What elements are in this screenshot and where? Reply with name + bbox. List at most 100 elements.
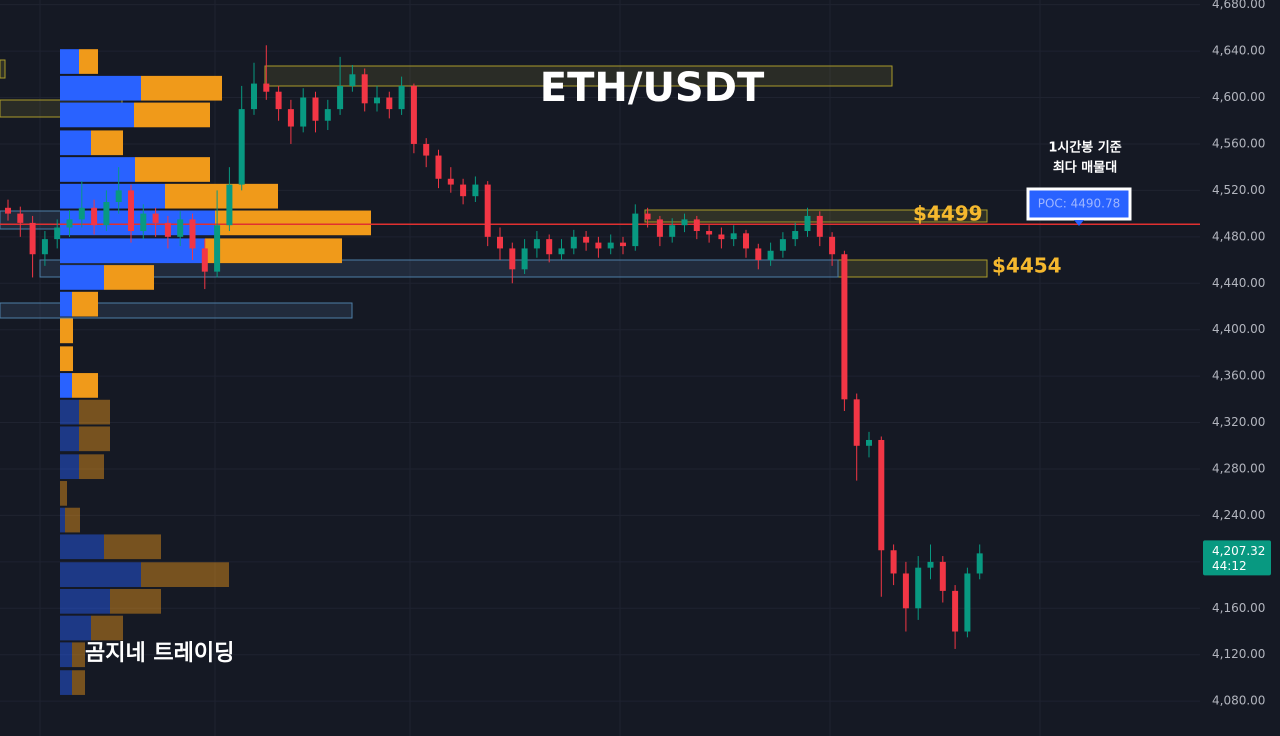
- y-tick-label: 4,320.00: [1212, 415, 1265, 429]
- vp-buy: [60, 183, 165, 209]
- candle-body: [41, 239, 48, 255]
- candle-body: [201, 248, 208, 272]
- candle-body: [595, 242, 602, 249]
- candle-body: [337, 85, 344, 110]
- vp-buy: [60, 102, 134, 128]
- watermark: 곰지네 트레이딩: [85, 641, 234, 666]
- candle-body: [779, 239, 786, 251]
- vp-sell: [104, 534, 161, 560]
- last-price-box: [1203, 540, 1271, 576]
- candle-body: [804, 215, 811, 232]
- candle-body: [91, 207, 98, 226]
- vp-buy: [60, 238, 205, 264]
- candle-body: [583, 236, 590, 243]
- vp-buy: [60, 562, 141, 587]
- candle-body: [423, 143, 430, 156]
- level-label: $4499: [913, 201, 983, 225]
- candle-body: [546, 239, 553, 255]
- vp-sell: [134, 102, 210, 128]
- vp-sell: [110, 588, 161, 614]
- candle-body: [263, 83, 270, 92]
- y-tick-label: 4,080.00: [1212, 694, 1265, 708]
- candle-body: [103, 201, 110, 226]
- vp-buy: [60, 534, 104, 560]
- volume-profile: [60, 49, 371, 695]
- y-tick-label: 4,280.00: [1212, 461, 1265, 475]
- y-tick-label: 4,160.00: [1212, 601, 1265, 615]
- candle-body: [964, 573, 971, 632]
- vp-sell: [141, 75, 222, 101]
- vp-sell: [79, 426, 110, 452]
- candle-body: [927, 561, 934, 568]
- candle-body: [644, 213, 651, 220]
- poc-label: POC: 4490.78: [1038, 197, 1121, 211]
- candles: [0, 45, 1200, 649]
- candle-body: [915, 567, 922, 609]
- candle-body: [509, 248, 516, 270]
- candle-body: [460, 184, 467, 197]
- vp-sell: [205, 238, 342, 264]
- zone: [264, 65, 893, 87]
- vp-sell: [141, 562, 229, 587]
- candle-body: [952, 590, 959, 632]
- candle-body: [128, 190, 134, 232]
- candle-body: [435, 155, 442, 179]
- candle-body: [497, 236, 503, 249]
- grid: [0, 0, 1200, 736]
- y-tick-label: 4,520.00: [1212, 183, 1265, 197]
- poc-pointer: [1074, 220, 1084, 226]
- candle-body: [5, 207, 11, 214]
- candle-body: [300, 97, 307, 127]
- y-tick-label: 4,360.00: [1212, 369, 1265, 383]
- vp-buy: [60, 210, 215, 236]
- poc-label-box: [1026, 187, 1132, 221]
- y-tick-label: 4,400.00: [1212, 322, 1265, 336]
- vp-buy: [60, 265, 104, 290]
- poc-note: 1시간봉 기준: [1048, 140, 1121, 156]
- vp-buy: [60, 454, 79, 480]
- candle-body: [29, 222, 36, 255]
- vp-buy: [60, 670, 72, 695]
- candle-body: [829, 236, 836, 255]
- candle-body: [521, 248, 528, 270]
- candle-body: [792, 231, 799, 240]
- candle-body: [767, 250, 774, 261]
- y-tick-label: 4,640.00: [1212, 44, 1265, 58]
- candle-body: [152, 213, 159, 223]
- y-tick-label: 4,120.00: [1212, 647, 1265, 661]
- candle-body: [54, 227, 61, 240]
- vp-buy: [60, 291, 72, 317]
- vp-sell: [91, 130, 123, 156]
- candle-body: [878, 439, 885, 551]
- candle-body: [743, 233, 749, 249]
- candle-body: [177, 219, 184, 237]
- vp-sell: [79, 454, 104, 480]
- y-tick-label: 4,480.00: [1212, 229, 1265, 243]
- zone: [837, 259, 988, 278]
- axis-background: [1200, 0, 1280, 736]
- candle-body: [558, 248, 565, 255]
- candle-body: [361, 74, 368, 104]
- candle-body: [17, 213, 24, 223]
- candle-body: [164, 222, 171, 237]
- chart-title: ETH/USDT: [540, 65, 765, 111]
- candle-body: [66, 219, 73, 228]
- zone: [0, 59, 6, 79]
- vp-sell: [60, 318, 73, 344]
- vp-sell: [79, 49, 98, 74]
- candle-body: [669, 225, 676, 237]
- candle-body: [374, 97, 380, 104]
- y-tick-label: 4,560.00: [1212, 136, 1265, 150]
- vp-buy: [60, 373, 72, 398]
- candle-body: [410, 85, 417, 144]
- vp-sell: [72, 373, 98, 398]
- candle-body: [484, 184, 491, 237]
- vp-buy: [60, 49, 79, 74]
- candle-body: [251, 83, 257, 110]
- candle-body: [902, 573, 909, 609]
- vp-buy: [60, 507, 65, 533]
- y-tick-label: 4,680.00: [1212, 0, 1265, 11]
